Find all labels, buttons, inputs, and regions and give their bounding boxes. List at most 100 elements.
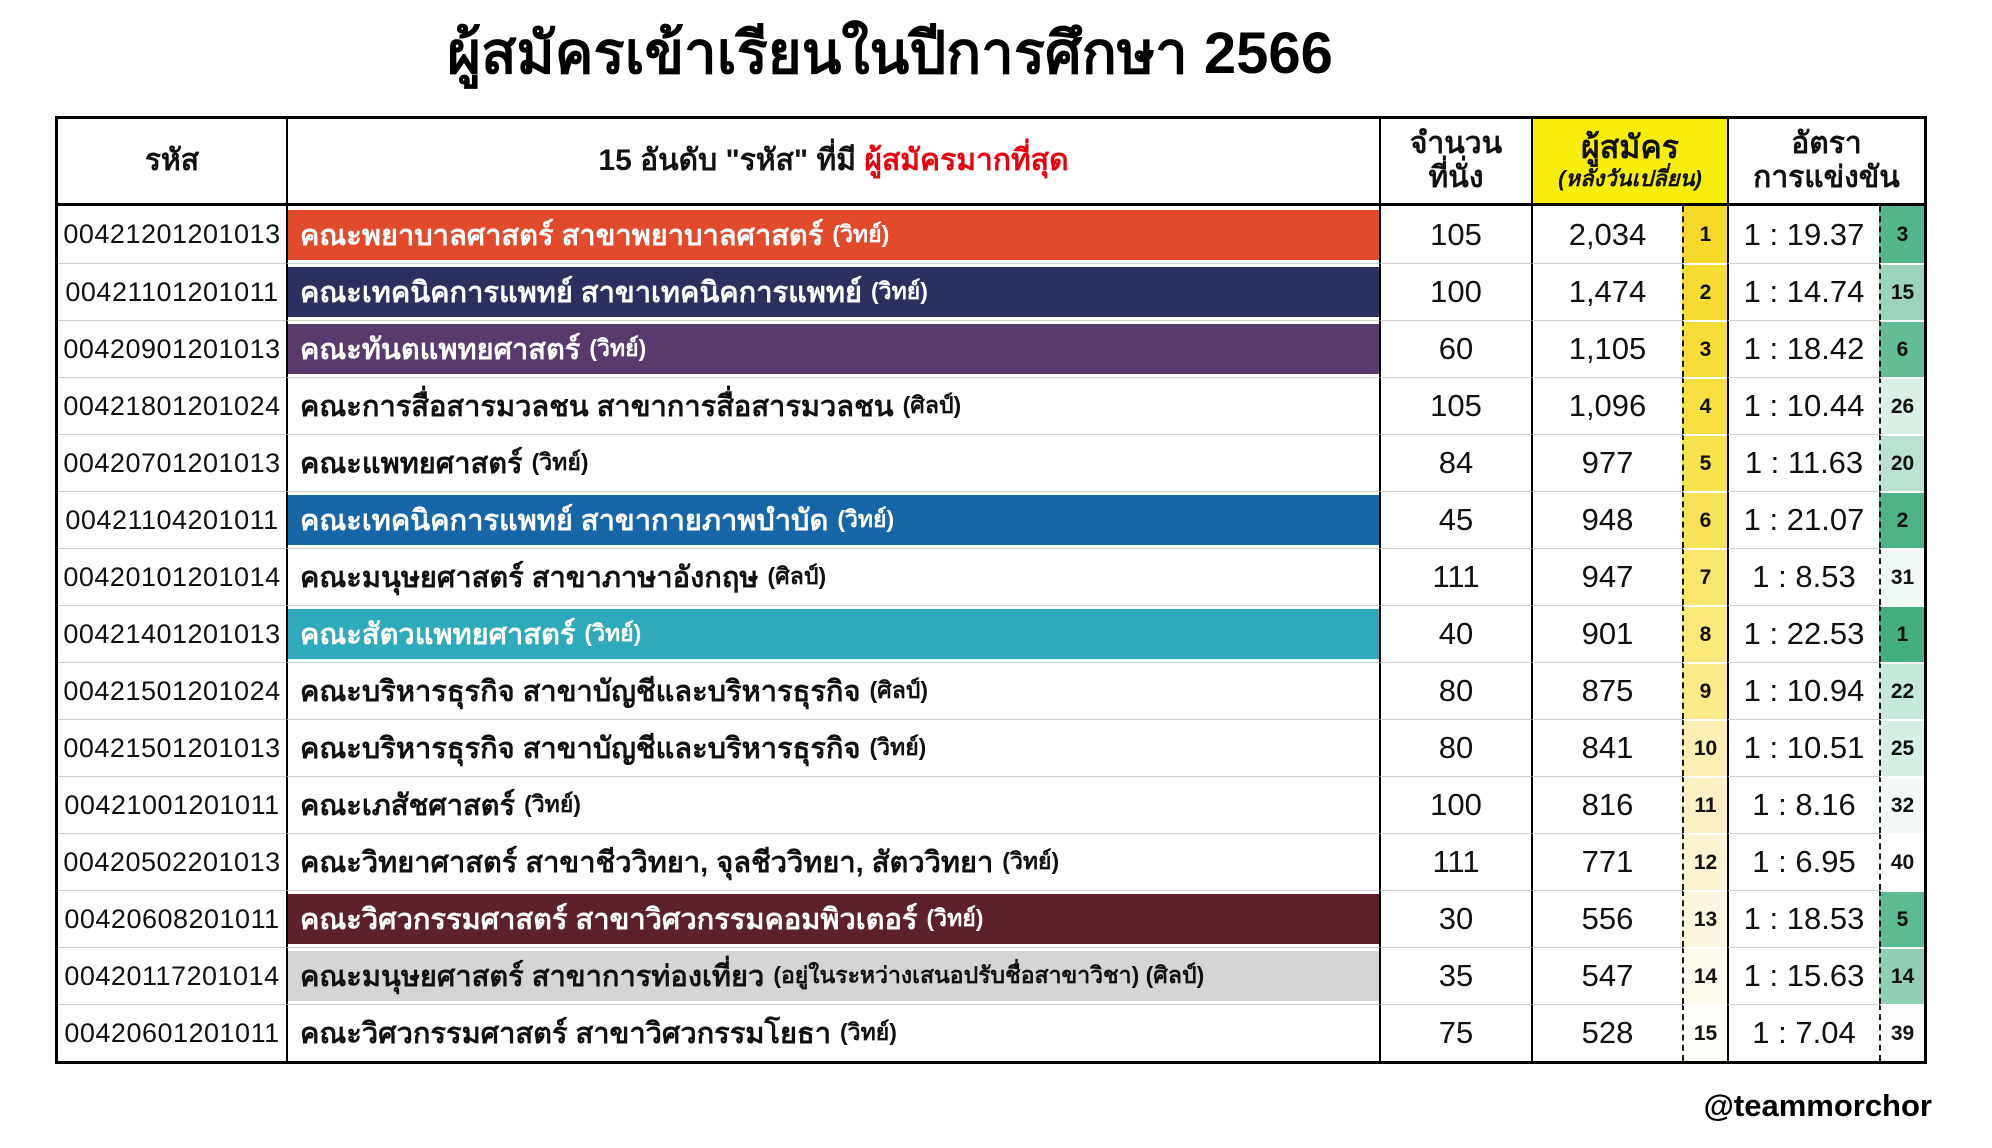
faculty-note: (วิทย์) <box>1002 848 1060 874</box>
seats-cell: 75 <box>1379 1004 1531 1061</box>
applicants-cell: 816 <box>1531 776 1682 833</box>
header-applicants-sub: (หลังวันเปลี่ยน) <box>1558 166 1702 192</box>
applicants-cell: 556 <box>1531 890 1682 947</box>
faculty-name: คณะวิทยาศาสตร์ สาขาชีววิทยา, จุลชีววิทยา… <box>300 847 994 879</box>
seats-cell: 60 <box>1379 320 1531 377</box>
applicants-cell: 977 <box>1531 434 1682 491</box>
faculty-name: คณะเทคนิคการแพทย์ สาขากายภาพบำบัด <box>300 505 829 537</box>
faculty-note: (อยู่ในระหว่างเสนอปรับชื่อสาขาวิชา) (ศิล… <box>773 962 1205 988</box>
ratio-cell: 1 : 18.53 <box>1727 890 1879 947</box>
faculty-cell: คณะบริหารธุรกิจ สาขาบัญชีและบริหารธุรกิจ… <box>286 719 1379 776</box>
seats-cell: 35 <box>1379 947 1531 1004</box>
applicants-cell: 947 <box>1531 548 1682 605</box>
ratio-cell: 1 : 18.42 <box>1727 320 1879 377</box>
faculty-cell: คณะมนุษยศาสตร์ สาขาการท่องเที่ยว (อยู่ใน… <box>286 947 1379 1004</box>
applicant-rank-badge: 2 <box>1682 263 1727 320</box>
ratio-rank-badge: 2 <box>1879 491 1924 548</box>
ratio-cell: 1 : 8.53 <box>1727 548 1879 605</box>
ratio-rank-badge: 15 <box>1879 263 1924 320</box>
faculty-note: (วิทย์) <box>832 220 890 247</box>
ratio-rank-badge: 1 <box>1879 605 1924 662</box>
faculty-name: คณะทันตแพทยศาสตร์ <box>300 334 581 366</box>
page-title: ผู้สมัครเข้าเรียนในปีการศึกษา 2566 <box>447 21 1333 86</box>
code-cell: 00421101201011 <box>58 263 286 320</box>
seats-cell: 111 <box>1379 833 1531 890</box>
applicant-rank-badge: 9 <box>1682 662 1727 719</box>
applicants-cell: 1,096 <box>1531 377 1682 434</box>
ratio-rank-badge: 6 <box>1879 320 1924 377</box>
faculty-note: (วิทย์) <box>584 620 642 646</box>
seats-cell: 40 <box>1379 605 1531 662</box>
ratio-cell: 1 : 21.07 <box>1727 491 1879 548</box>
seats-cell: 111 <box>1379 548 1531 605</box>
faculty-name: คณะการสื่อสารมวลชน สาขาการสื่อสารมวลชน <box>300 391 894 423</box>
faculty-note: (วิทย์) <box>837 506 895 532</box>
applicant-rank-badge: 1 <box>1682 206 1727 263</box>
code-cell: 00421104201011 <box>58 491 286 548</box>
faculty-cell: คณะแพทยศาสตร์ (วิทย์) <box>286 434 1379 491</box>
faculty-note: (วิทย์) <box>871 278 928 304</box>
ratio-rank-badge: 40 <box>1879 833 1924 890</box>
code-cell: 00420601201011 <box>58 1004 286 1061</box>
seats-cell: 105 <box>1379 206 1531 263</box>
faculty-bar: คณะมนุษยศาสตร์ สาขาภาษาอังกฤษ (ศิลป์) <box>288 552 1379 602</box>
code-cell: 00421801201024 <box>58 377 286 434</box>
faculty-name: คณะพยาบาลศาสตร์ สาขาพยาบาลศาสตร์ <box>300 219 824 252</box>
seats-cell: 84 <box>1379 434 1531 491</box>
faculty-cell: คณะการสื่อสารมวลชน สาขาการสื่อสารมวลชน (… <box>286 377 1379 434</box>
applicant-rank-badge: 13 <box>1682 890 1727 947</box>
applicant-rank-badge: 7 <box>1682 548 1727 605</box>
applicant-rank-badge: 10 <box>1682 719 1727 776</box>
header-seats-line1: จำนวน <box>1409 127 1503 161</box>
ratio-cell: 1 : 22.53 <box>1727 605 1879 662</box>
faculty-cell: คณะเทคนิคการแพทย์ สาขากายภาพบำบัด (วิทย์… <box>286 491 1379 548</box>
applicants-cell: 2,034 <box>1531 206 1682 263</box>
faculty-note: (ศิลป์) <box>869 677 929 703</box>
faculty-cell: คณะบริหารธุรกิจ สาขาบัญชีและบริหารธุรกิจ… <box>286 662 1379 719</box>
applicants-cell: 528 <box>1531 1004 1682 1061</box>
faculty-bar: คณะพยาบาลศาสตร์ สาขาพยาบาลศาสตร์ (วิทย์) <box>288 209 1379 260</box>
applicant-rank-badge: 5 <box>1682 434 1727 491</box>
header-ratio: อัตรา การแข่งขัน <box>1727 119 1924 203</box>
faculty-cell: คณะเภสัชศาสตร์ (วิทย์) <box>286 776 1379 833</box>
seats-cell: 100 <box>1379 776 1531 833</box>
header-ratio-line1: อัตรา <box>1791 127 1862 161</box>
faculty-note: (วิทย์) <box>524 791 581 817</box>
applicant-rank-badge: 12 <box>1682 833 1727 890</box>
ratio-rank-badge: 32 <box>1879 776 1924 833</box>
faculty-name: คณะวิศวกรรมศาสตร์ สาขาวิศวกรรมคอมพิวเตอร… <box>300 904 918 936</box>
faculty-cell: คณะเทคนิคการแพทย์ สาขาเทคนิคการแพทย์ (วิ… <box>286 263 1379 320</box>
header-faculty: 15 อันดับ "รหัส" ที่มี ผู้สมัครมากที่สุด <box>286 119 1379 203</box>
header-faculty-prefix: 15 อันดับ "รหัส" ที่มี <box>598 144 865 178</box>
faculty-cell: คณะทันตแพทยศาสตร์ (วิทย์) <box>286 320 1379 377</box>
code-cell: 00421401201013 <box>58 605 286 662</box>
ratio-cell: 1 : 19.37 <box>1727 206 1879 263</box>
faculty-cell: คณะวิทยาศาสตร์ สาขาชีววิทยา, จุลชีววิทยา… <box>286 833 1379 890</box>
header-code: รหัส <box>144 144 200 178</box>
faculty-note: (วิทย์) <box>589 335 647 361</box>
applicant-rank-badge: 4 <box>1682 377 1727 434</box>
header-seats: จำนวน ที่นั่ง <box>1379 119 1531 203</box>
ratio-cell: 1 : 6.95 <box>1727 833 1879 890</box>
faculty-name: คณะเทคนิคการแพทย์ สาขาเทคนิคการแพทย์ <box>300 277 863 309</box>
code-cell: 00420101201014 <box>58 548 286 605</box>
faculty-name: คณะวิศวกรรมศาสตร์ สาขาวิศวกรรมโยธา <box>300 1018 831 1050</box>
applicant-rank-badge: 15 <box>1682 1004 1727 1061</box>
seats-cell: 30 <box>1379 890 1531 947</box>
code-cell: 00421501201013 <box>58 719 286 776</box>
seats-cell: 80 <box>1379 662 1531 719</box>
faculty-bar: คณะมนุษยศาสตร์ สาขาการท่องเที่ยว (อยู่ใน… <box>288 951 1379 1001</box>
header-seats-line2: ที่นั่ง <box>1428 161 1484 194</box>
ratio-rank-badge: 31 <box>1879 548 1924 605</box>
faculty-name: คณะแพทยศาสตร์ <box>300 448 523 480</box>
header-applicants: ผู้สมัคร (หลังวันเปลี่ยน) <box>1531 119 1727 203</box>
faculty-bar: คณะวิศวกรรมศาสตร์ สาขาวิศวกรรมโยธา (วิทย… <box>288 1008 1379 1058</box>
header-ratio-line2: การแข่งขัน <box>1753 161 1900 194</box>
ratio-cell: 1 : 10.44 <box>1727 377 1879 434</box>
ratio-rank-badge: 39 <box>1879 1004 1924 1061</box>
seats-cell: 80 <box>1379 719 1531 776</box>
applicants-cell: 901 <box>1531 605 1682 662</box>
faculty-bar: คณะเทคนิคการแพทย์ สาขากายภาพบำบัด (วิทย์… <box>288 495 1379 545</box>
applicant-rank-badge: 8 <box>1682 605 1727 662</box>
faculty-bar: คณะวิทยาศาสตร์ สาขาชีววิทยา, จุลชีววิทยา… <box>288 837 1379 887</box>
